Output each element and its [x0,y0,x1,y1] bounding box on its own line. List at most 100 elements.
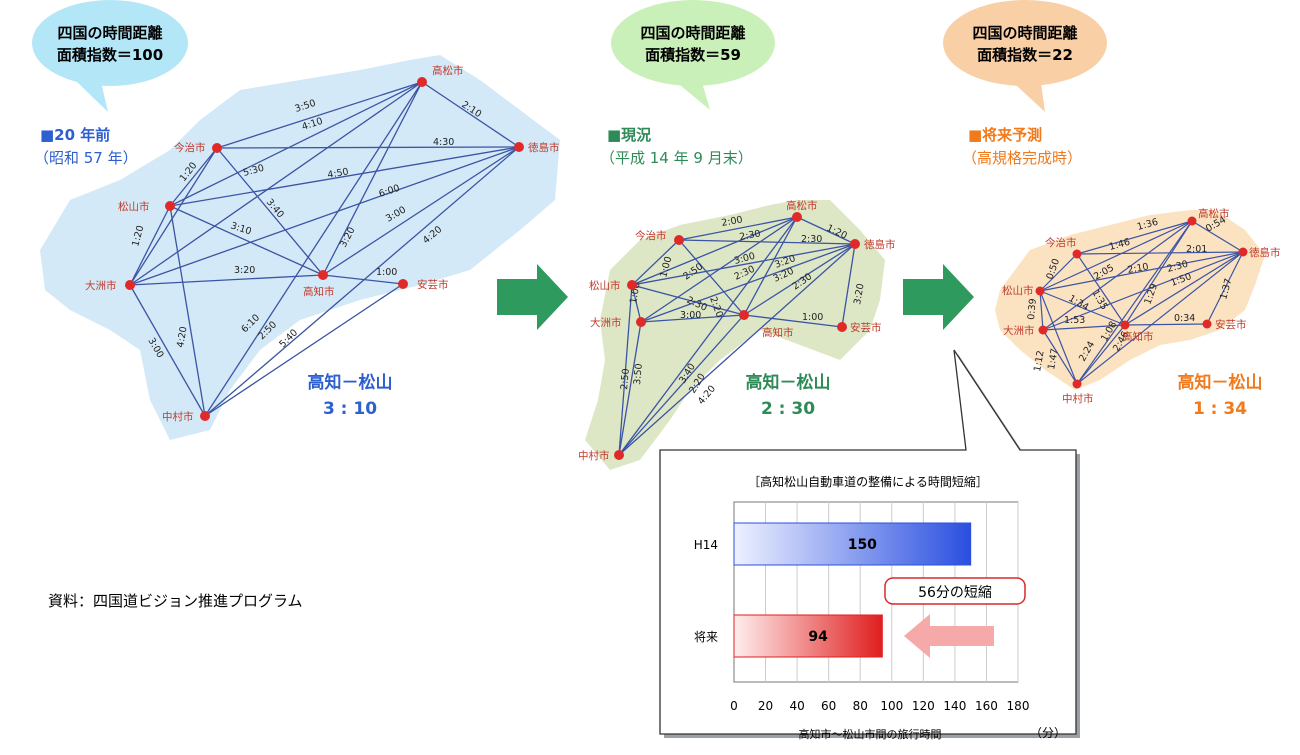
reduction-annotation: 56分の短縮 [884,577,1026,658]
past-edge-label: 4:50 [327,166,350,181]
chart-tick-label: 60 [821,699,836,713]
bubble-current-line2: 面積指数＝59 [645,46,741,64]
city-label: 徳島市 [528,141,560,154]
current-edge [796,216,856,245]
current-edge [631,243,856,286]
current-edge-label: 1:00 [802,312,823,323]
bubble-current-shape [611,0,775,86]
city-label: 高松市 [432,64,464,77]
past-edge-label: 3:20 [234,265,255,276]
city-dot [1072,379,1082,389]
city-dot [514,142,524,152]
city-label: 今治市 [635,229,667,242]
city-dot [627,280,637,290]
future-edge-label: 1:36 [1136,217,1159,233]
city-dot [1238,247,1248,257]
past-edge [129,284,206,417]
map-past: 3:50 4:10 2:10 4:30 1:20 5:30 4:50 6:00 … [40,55,560,440]
past-route-time: 3 : 10 [323,399,377,419]
city-dot [417,77,427,87]
future-edge [1076,251,1244,255]
chart-tick-label: 80 [853,699,868,713]
future-edge [1042,329,1078,385]
bubble-past-line1: 四国の時間距離 [57,24,162,42]
past-edge [216,81,423,149]
city-dot [1202,319,1212,329]
chart-tick-label: 0 [730,699,738,713]
past-edge [129,81,423,286]
city-dot [1120,320,1130,330]
past-edge [204,146,520,417]
past-edge [129,274,324,286]
chart-bar-value-label: 94 [808,629,828,645]
current-edge [618,243,856,456]
current-edge [631,216,798,286]
past-edge [169,205,324,276]
current-edge-label: 1:00 [658,255,674,278]
current-edge [640,314,745,323]
city-label: 大洲市 [590,316,622,329]
current-edge [618,284,633,456]
city-dot [636,317,646,327]
past-heading: ■20 年前 [40,126,110,144]
chart-tick-label: 160 [975,699,998,713]
past-edge [322,274,404,285]
current-edge [678,239,745,316]
current-edge [618,216,798,456]
past-edge-label: 1:20 [130,224,146,247]
annotation-box [884,577,1026,605]
past-edge [129,147,218,286]
city-label: 中村市 [1062,392,1094,405]
current-edge [678,239,856,245]
current-route-label: 高知－松山 [746,372,831,393]
city-dot [318,270,328,280]
current-edge [640,243,856,323]
current-edge-label: 3:50 [632,363,645,385]
city-dot [850,239,860,249]
city-dot [1035,286,1045,296]
current-edge [841,243,856,328]
past-edge-label: 1:00 [376,267,397,278]
city-label: 安芸市 [1215,318,1247,331]
past-cities: 高松市 徳島市 今治市 松山市 大洲市 高知市 安芸市 中村市 [85,64,560,423]
chart-category-label-1: 将来 [694,630,718,644]
city-label: 大洲市 [1003,324,1035,337]
city-label: 今治市 [174,141,206,154]
city-label: 今治市 [1045,236,1077,249]
chart-bars: 150 94 [733,522,972,658]
chart-category-label-0: H14 [694,538,718,552]
future-island-shape [995,210,1265,390]
future-edge-label: 0:39 [1026,298,1039,320]
future-edge-labels: 1:36 0:54 1:46 2:01 0:50 2:05 2:10 2:30 … [1026,214,1234,372]
future-cities: 高松市 徳島市 今治市 松山市 大洲市 高知市 安芸市 中村市 [1002,207,1281,405]
city-label: 高知市 [1122,330,1154,343]
city-dot [1072,249,1082,259]
bubble-future-line1: 四国の時間距離 [972,24,1077,42]
future-edge [1039,253,1078,292]
arrow-left-icon [904,614,994,658]
city-dot [739,310,749,320]
travel-time-chart: ［高知松山自動車道の整備による時間短縮］ 150 94 0 20 40 60 80 100 1… [694,474,1066,741]
city-label: 松山市 [1002,284,1034,297]
current-edge-label: 2:30 [739,228,762,243]
city-dot [792,212,802,222]
chart-tick-label: 140 [943,699,966,713]
future-route-time: 1 : 34 [1193,399,1247,419]
current-edge [631,284,642,323]
current-subheading: （平成 14 年 9 月末） [600,149,753,167]
bubble-future-line2: 面積指数＝22 [977,46,1073,64]
current-edge-label: 2:50 [619,368,632,390]
map-future: 1:36 0:54 1:46 2:01 0:50 2:05 2:10 2:30 … [995,207,1281,405]
future-edge [1042,324,1126,331]
city-label: 徳島市 [864,238,896,251]
city-dot [125,280,135,290]
future-edge-label: 2:10 [1127,261,1150,276]
past-subheading: （昭和 57 年） [34,149,138,167]
chart-ticks: 0 20 40 60 80 100 120 140 160 180 [730,699,1029,713]
city-dot [1038,325,1048,335]
city-dot [614,450,624,460]
future-edge [1039,290,1044,331]
bubble-past-shape [32,0,188,86]
current-edge-label: 3:00 [733,251,756,267]
